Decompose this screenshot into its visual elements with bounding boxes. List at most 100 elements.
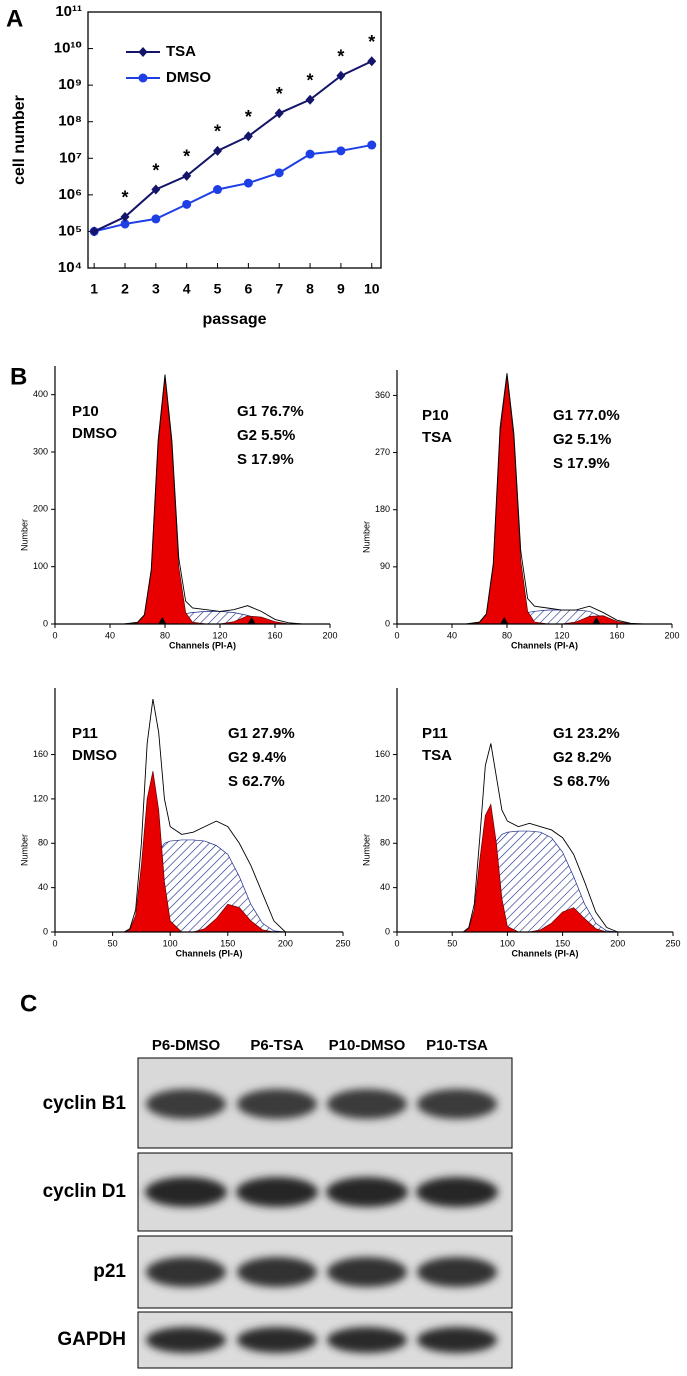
lane-label: P6-TSA: [250, 1037, 304, 1054]
phase-label: G2 9.4%: [228, 749, 286, 766]
x-axis-label: Channels (PI-A): [511, 948, 578, 958]
x-tick-label: 8: [306, 281, 314, 297]
histogram-outline: [123, 374, 303, 625]
panel-label: A: [6, 5, 23, 32]
y-axis-label: Number: [361, 521, 371, 553]
y-axis-label: Number: [361, 834, 371, 866]
x-axis-label: passage: [202, 311, 266, 328]
series-line: [93, 60, 373, 233]
data-point: [243, 178, 253, 188]
sample-label: DMSO: [72, 747, 117, 764]
x-tick-label: 200: [664, 630, 679, 640]
x-tick-label: 9: [337, 281, 345, 297]
x-tick-label: 6: [244, 281, 252, 297]
y-tick-label: 360: [375, 390, 390, 400]
y-tick-label: 180: [375, 504, 390, 514]
sample-label: P10: [422, 407, 449, 424]
histogram-outline: [462, 743, 618, 933]
significance-mark: *: [152, 160, 159, 180]
significance-mark: *: [245, 107, 252, 127]
data-point: [89, 226, 99, 237]
x-tick-label: 0: [394, 630, 399, 640]
sample-label: DMSO: [72, 425, 117, 442]
histogram-outline: [465, 373, 645, 625]
y-tick-label: 10⁸: [58, 113, 82, 130]
y-tick-label: 100: [33, 561, 48, 571]
blot-band: [327, 1089, 407, 1119]
x-tick-label: 0: [52, 630, 57, 640]
y-tick-label: 160: [33, 749, 48, 759]
phase-label: G1 23.2%: [553, 725, 620, 742]
blot-band: [417, 1327, 497, 1353]
blot-band: [326, 1177, 408, 1207]
x-tick-label: 1: [90, 281, 98, 297]
data-point: [120, 211, 130, 222]
x-tick-label: 0: [394, 938, 399, 948]
y-tick-label: 300: [33, 446, 48, 456]
data-point: [305, 94, 315, 105]
y-tick-label: 80: [38, 838, 48, 848]
western-blot: [137, 1057, 513, 1369]
y-axis-label: cell number: [11, 95, 28, 185]
x-tick-label: 80: [502, 630, 512, 640]
data-point: [151, 214, 161, 224]
phase-label: S 62.7%: [228, 773, 285, 790]
x-axis-label: Channels (PI-A): [175, 948, 242, 958]
y-tick-label: 160: [375, 749, 390, 759]
y-tick-label: 10⁴: [58, 259, 82, 276]
data-point: [336, 70, 346, 81]
x-tick-label: 7: [275, 281, 283, 297]
significance-mark: *: [368, 32, 375, 52]
y-tick-label: 80: [380, 838, 390, 848]
lane-label: P10-DMSO: [329, 1037, 406, 1054]
blot-band: [236, 1177, 318, 1207]
blot-band: [417, 1089, 497, 1119]
phase-label: G1 76.7%: [237, 403, 304, 420]
data-point: [182, 170, 192, 181]
panel-label: C: [20, 990, 37, 1017]
y-axis-label: Number: [19, 834, 29, 866]
legend-marker: [138, 47, 148, 57]
series-line: [93, 144, 372, 233]
x-tick-label: 160: [609, 630, 624, 640]
y-tick-label: 0: [385, 926, 390, 936]
blot-band: [146, 1089, 226, 1119]
y-tick-label: 10⁹: [58, 76, 82, 93]
significance-mark: *: [307, 70, 314, 90]
blot-band: [237, 1257, 317, 1287]
x-tick-label: 120: [554, 630, 569, 640]
phase-label: G2 5.5%: [237, 427, 295, 444]
x-tick-label: 80: [160, 630, 170, 640]
sample-label: P11: [422, 725, 448, 742]
lane-label: P6-DMSO: [152, 1037, 221, 1054]
legend-label: TSA: [166, 43, 196, 60]
x-tick-label: 4: [183, 281, 191, 297]
x-tick-label: 40: [105, 630, 115, 640]
legend-marker: [138, 73, 148, 83]
legend-label: DMSO: [166, 69, 211, 86]
y-tick-label: 120: [33, 793, 48, 803]
y-tick-label: 400: [33, 389, 48, 399]
phase-label: G2 8.2%: [553, 749, 611, 766]
plot-frame: [87, 11, 382, 269]
y-tick-label: 0: [43, 618, 48, 628]
data-point: [274, 108, 284, 119]
lane-label: P10-TSA: [426, 1037, 488, 1054]
data-point: [213, 145, 223, 156]
y-tick-label: 90: [380, 561, 390, 571]
significance-mark: *: [183, 147, 190, 167]
blot-band: [237, 1327, 317, 1353]
phase-label: G1 77.0%: [553, 407, 620, 424]
x-tick-label: 5: [214, 281, 222, 297]
peak-marker: [158, 617, 167, 624]
data-point: [336, 146, 346, 156]
sample-label: TSA: [422, 429, 452, 446]
phase-label: S 17.9%: [553, 455, 610, 472]
protein-label: p21: [93, 1261, 126, 1282]
x-tick-label: 50: [108, 938, 118, 948]
phase-label: S 68.7%: [553, 773, 610, 790]
y-tick-label: 10¹¹: [55, 3, 82, 20]
protein-label: cyclin B1: [43, 1093, 127, 1114]
